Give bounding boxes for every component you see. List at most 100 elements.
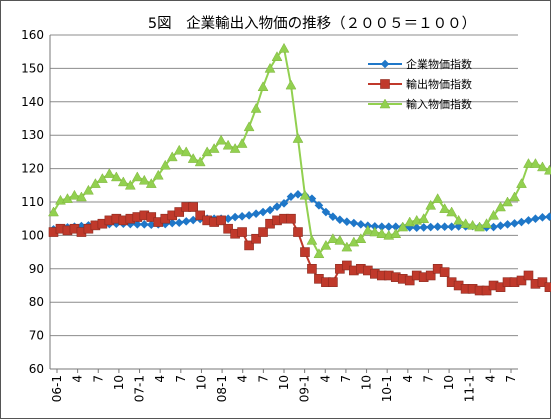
y-tick-label: 90 [29, 262, 44, 276]
series-point [188, 202, 198, 212]
legend-label: 輸出物価指数 [406, 77, 472, 91]
y-tick-label: 60 [29, 362, 44, 376]
series-point [495, 201, 506, 212]
series-point [314, 201, 324, 210]
series-point [418, 213, 430, 223]
series-point [355, 233, 367, 243]
series-point [481, 218, 492, 228]
series-point [279, 199, 289, 208]
series-point [180, 146, 192, 157]
legend-item: 輸出物価指数 [368, 77, 472, 91]
series-point [250, 102, 262, 113]
series-point [488, 209, 499, 220]
series-point [145, 178, 157, 188]
x-tick-label: 7 [256, 375, 270, 383]
series-point [335, 215, 345, 225]
legend-marker [380, 79, 390, 89]
series-point [307, 194, 317, 203]
series-point [341, 241, 353, 252]
series-point [537, 161, 548, 172]
series-point [215, 134, 227, 145]
y-tick-label: 110 [21, 195, 44, 209]
series-point [397, 221, 409, 232]
x-tick-label: 7 [91, 375, 105, 383]
series-point [208, 143, 220, 153]
series-point [159, 159, 171, 170]
series-point [243, 121, 255, 132]
series-point [278, 42, 290, 53]
series-point [292, 133, 304, 143]
series-point [237, 227, 247, 237]
series-point [404, 275, 415, 286]
series-point [173, 144, 185, 155]
series-point [146, 212, 157, 222]
series-point [251, 209, 261, 218]
series-point [117, 176, 129, 187]
series-point [467, 219, 479, 230]
series-point [48, 206, 59, 217]
series-point [376, 228, 388, 238]
series-point [328, 277, 338, 287]
series-point [257, 81, 269, 92]
series-point [307, 263, 317, 274]
series-point [481, 285, 492, 296]
x-tick-label: 10 [360, 375, 374, 390]
series-point [356, 220, 366, 229]
series-point [327, 233, 339, 243]
series-point [334, 234, 346, 245]
x-tick-label: 10 [277, 375, 291, 390]
series-point [138, 174, 150, 185]
series-point [369, 226, 381, 237]
series-point [412, 223, 422, 233]
series-point [419, 223, 429, 232]
series-point [139, 220, 149, 229]
series-point [313, 248, 325, 259]
series-point [131, 171, 143, 182]
x-tick-label: 4 [71, 375, 85, 383]
y-tick-label: 160 [21, 28, 44, 42]
y-tick-label: 120 [21, 162, 44, 176]
x-tick-label: 10 [194, 375, 208, 390]
x-tick-label: 4 [483, 375, 497, 383]
series-point [229, 143, 241, 153]
series-point [237, 212, 247, 221]
series-point [496, 221, 505, 231]
series-point [537, 277, 548, 287]
series-point [293, 190, 303, 199]
series-point [293, 227, 303, 237]
series-point [523, 158, 534, 168]
series-point [545, 212, 551, 222]
series-point [194, 156, 206, 167]
series-point [230, 212, 240, 222]
series-point [320, 239, 332, 250]
series-point [271, 51, 283, 61]
series-point [538, 213, 547, 222]
x-tick-label: 11-1 [463, 375, 477, 402]
series-point [300, 247, 310, 257]
series-point [89, 178, 101, 188]
series-point [446, 206, 458, 217]
series-point [244, 211, 254, 220]
series-point [503, 220, 512, 229]
y-tick-label: 80 [29, 295, 44, 309]
series-point [530, 158, 541, 168]
series-point [425, 199, 437, 210]
series-point [96, 173, 108, 183]
series-point [264, 62, 276, 73]
series-point [439, 267, 450, 277]
series-point [258, 207, 268, 217]
series-point [544, 282, 551, 292]
series-point [299, 189, 311, 200]
x-tick-label: 4 [318, 375, 332, 383]
series-point [432, 193, 444, 203]
chart-title: 5図 企業輸出入物価の推移（２００５＝１００） [148, 14, 476, 32]
series-point [460, 218, 472, 228]
series-2 [48, 202, 551, 296]
series-point [258, 227, 268, 237]
series-point [517, 217, 526, 227]
y-tick-label: 130 [21, 128, 44, 142]
series-point [69, 189, 80, 200]
